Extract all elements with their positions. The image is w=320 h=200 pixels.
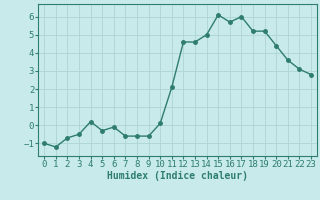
X-axis label: Humidex (Indice chaleur): Humidex (Indice chaleur) [107,171,248,181]
